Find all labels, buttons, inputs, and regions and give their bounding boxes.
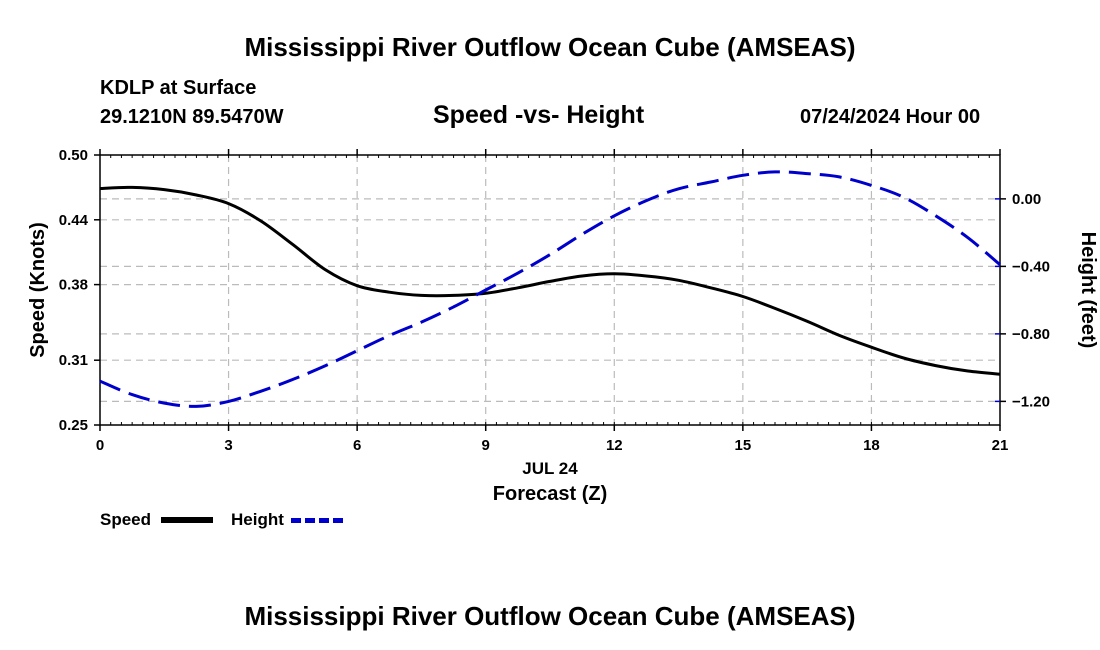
x-tick-label: 12 <box>606 437 623 454</box>
x-tick-label: 21 <box>992 437 1009 454</box>
y-axis-title-right: Height (feet) <box>1077 232 1099 349</box>
y-tick-label-left: 0.44 <box>59 212 89 229</box>
x-tick-label: 15 <box>735 437 752 454</box>
y-axis-title-left: Speed (Knots) <box>27 222 49 358</box>
y-tick-label-left: 0.25 <box>59 417 88 434</box>
station-coords: 29.1210N 89.5470W <box>100 106 284 128</box>
x-tick-label: 18 <box>863 437 880 454</box>
y-tick-label-right: −0.40 <box>1012 258 1050 275</box>
x-tick-label: 9 <box>482 437 490 454</box>
y-tick-label-right: 0.00 <box>1012 191 1041 208</box>
legend-speed-swatch <box>161 517 213 523</box>
station-label: KDLP at Surface <box>100 77 257 99</box>
y-tick-label-left: 0.38 <box>59 277 88 294</box>
legend-speed-label: Speed <box>100 510 152 529</box>
legend-height-label: Height <box>231 510 284 529</box>
chart-subtitle: Speed -vs- Height <box>433 101 645 129</box>
series-line-height <box>99 170 1001 408</box>
forecast-date: 07/24/2024 Hour 00 <box>800 106 981 128</box>
x-tick-label: 3 <box>224 437 232 454</box>
x-tick-label: 0 <box>96 437 104 454</box>
x-axis-title: Forecast (Z) <box>493 483 607 505</box>
y-tick-label-right: −1.20 <box>1012 393 1050 410</box>
y-tick-label-left: 0.50 <box>59 147 88 164</box>
plot-frame <box>99 154 1001 426</box>
x-tick-label: 6 <box>353 437 361 454</box>
y-tick-label-left: 0.31 <box>59 352 88 369</box>
x-axis-date: JUL 24 <box>522 459 578 478</box>
series-line-speed <box>99 185 1001 376</box>
main-title: Mississippi River Outflow Ocean Cube (AM… <box>244 32 856 62</box>
bottom-title: Mississippi River Outflow Ocean Cube (AM… <box>244 601 856 631</box>
legend-height-swatch <box>291 518 343 523</box>
y-tick-label-right: −0.80 <box>1012 326 1050 343</box>
